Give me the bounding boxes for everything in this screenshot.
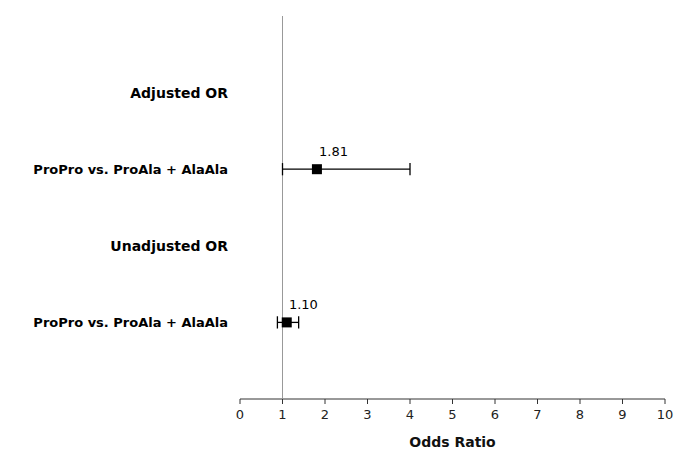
x-tick-label: 1 <box>278 407 286 422</box>
x-tick-label: 2 <box>321 407 329 422</box>
x-tick-label: 6 <box>491 407 499 422</box>
x-tick-label: 3 <box>363 407 371 422</box>
x-tick <box>452 399 453 404</box>
plot-area <box>277 16 410 399</box>
x-tick-label: 10 <box>657 407 674 422</box>
ci-line <box>283 169 411 170</box>
data-label: 1.10 <box>289 297 318 312</box>
data-label: 1.81 <box>319 144 348 159</box>
point-estimate <box>312 164 322 174</box>
ci-cap-high <box>409 163 410 175</box>
x-tick-label: 5 <box>448 407 456 422</box>
x-tick <box>240 399 241 404</box>
x-tick <box>665 399 666 404</box>
x-tick <box>495 399 496 404</box>
x-tick <box>367 399 368 404</box>
x-tick <box>282 399 283 404</box>
x-tick <box>537 399 538 404</box>
x-tick-label: 4 <box>406 407 414 422</box>
x-tick <box>410 399 411 404</box>
x-axis-label: Odds Ratio <box>409 434 496 450</box>
x-tick <box>622 399 623 404</box>
section-label: Unadjusted OR <box>110 238 228 254</box>
x-tick <box>580 399 581 404</box>
reference-line <box>282 16 283 399</box>
ci-cap-low <box>282 163 283 175</box>
x-tick-label: 7 <box>533 407 541 422</box>
row-label: ProPro vs. ProAla + AlaAla <box>33 315 228 330</box>
x-tick-label: 8 <box>576 407 584 422</box>
x-tick <box>325 399 326 404</box>
ci-cap-high <box>298 316 299 328</box>
row-label: ProPro vs. ProAla + AlaAla <box>33 162 228 177</box>
ci-cap-low <box>277 316 278 328</box>
section-label: Adjusted OR <box>130 85 228 101</box>
chart: 0 1 2 3 4 5 6 7 8 9 10 Odds Ratio 1.81 ProPro vs. Pro… <box>0 0 687 463</box>
x-tick-label: 0 <box>236 407 244 422</box>
x-tick-label: 9 <box>618 407 626 422</box>
point-estimate <box>282 317 292 327</box>
